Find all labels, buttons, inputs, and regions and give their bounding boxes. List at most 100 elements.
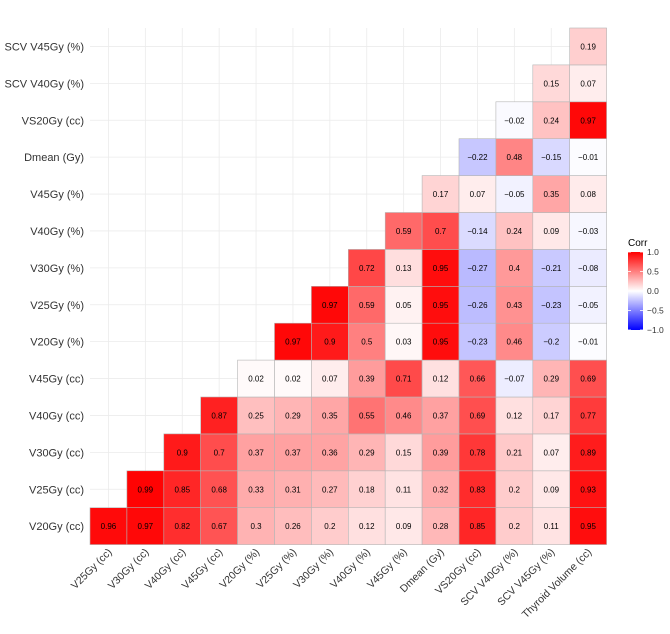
heatmap-cell — [126, 470, 165, 508]
heatmap-cell — [126, 507, 165, 545]
heatmap-cell — [274, 322, 312, 361]
cell-value-label: 0.87 — [211, 411, 227, 420]
cell-value-label: 0.97 — [580, 116, 596, 125]
cell-value-label: 0.2 — [509, 485, 521, 494]
y-tick-label: V20Gy (%) — [30, 337, 84, 349]
cell-value-label: 0.31 — [285, 485, 301, 494]
heatmap-cell — [274, 359, 312, 398]
y-axis-labels: V20Gy (cc) V25Gy (cc) V30Gy (cc) V40Gy (cc)… — [5, 41, 84, 533]
cell-value-label: 0.32 — [433, 485, 449, 494]
cell-value-label: 0.02 — [248, 375, 264, 384]
cell-value-label: 0.35 — [543, 190, 559, 199]
cell-value-label: 0.03 — [396, 338, 412, 347]
cell-value-label: 0.09 — [543, 485, 559, 494]
cell-value-label: 0.37 — [285, 448, 301, 457]
heatmap-cell — [384, 359, 423, 398]
y-tick-label: Dmean (Gy) — [24, 152, 84, 164]
y-tick-label: SCV V40Gy (%) — [5, 78, 84, 90]
heatmap-cell — [532, 359, 570, 398]
heatmap-cell — [421, 396, 460, 435]
cell-value-label: −0.07 — [504, 375, 525, 384]
cell-value-label: 0.27 — [322, 485, 338, 494]
cell-value-label: 0.97 — [322, 301, 338, 310]
cell-value-label: −0.2 — [543, 338, 559, 347]
cell-value-label: 0.07 — [543, 448, 559, 457]
heatmap-cell — [532, 433, 570, 472]
cell-value-label: 0.05 — [396, 301, 412, 310]
cell-value-label: 0.29 — [359, 448, 375, 457]
heatmap-cell — [311, 470, 349, 508]
cell-value-label: 0.33 — [248, 485, 264, 494]
y-tick-label: V20Gy (cc) — [29, 521, 84, 533]
heatmap-cell — [495, 359, 534, 398]
cell-value-label: −0.27 — [467, 264, 488, 273]
legend-colorbar — [628, 252, 643, 330]
cell-value-label: −0.21 — [541, 264, 562, 273]
cell-value-label: 0.93 — [580, 485, 596, 494]
heatmap-cell — [569, 507, 607, 545]
cell-value-label: 0.2 — [324, 522, 336, 531]
cell-value-label: 0.67 — [211, 522, 227, 531]
cell-value-label: 0.7 — [214, 448, 226, 457]
cell-value-label: 0.4 — [509, 264, 521, 273]
cell-value-label: 0.69 — [470, 411, 486, 420]
heatmap-cell — [89, 507, 128, 545]
heatmap-cell — [532, 64, 570, 103]
cell-value-label: 0.59 — [359, 301, 375, 310]
cell-value-label: 0.09 — [396, 522, 412, 531]
heatmap-cell — [384, 433, 423, 472]
cell-value-label: −0.23 — [541, 301, 562, 310]
legend-ticks: 1.0 0.5 0.0 −0.5 −1.0 — [628, 247, 664, 335]
heatmap-cell — [384, 507, 423, 545]
heatmap-cell — [384, 285, 423, 324]
cell-value-label: 0.08 — [580, 190, 596, 199]
cell-value-label: 0.69 — [580, 375, 596, 384]
heatmap-cell — [384, 396, 423, 435]
cell-value-label: −0.03 — [578, 227, 599, 236]
heatmap-cell — [569, 322, 607, 361]
heatmap-cell — [347, 322, 386, 361]
cell-value-label: 0.59 — [396, 227, 412, 236]
heatmap-cell — [458, 138, 497, 176]
cell-value-label: 0.77 — [580, 411, 596, 420]
legend-tick-label: −0.5 — [647, 306, 664, 316]
cell-value-label: 0.78 — [470, 448, 486, 457]
cell-value-label: 0.24 — [507, 227, 523, 236]
cell-value-label: 0.48 — [507, 153, 523, 162]
heatmap-cell — [458, 433, 497, 472]
heatmap-cell — [495, 470, 534, 508]
cell-value-label: 0.83 — [470, 485, 486, 494]
heatmap-cell — [163, 507, 202, 545]
heatmap-cell — [347, 359, 386, 398]
legend-tick-label: 0.0 — [647, 286, 659, 296]
y-tick-label: V40Gy (cc) — [29, 410, 84, 422]
cell-value-label: 0.97 — [285, 338, 301, 347]
y-tick-label: V40Gy (%) — [30, 226, 84, 238]
cell-value-label: 0.37 — [248, 448, 264, 457]
cell-value-label: 0.09 — [543, 227, 559, 236]
heatmap-cell — [347, 507, 386, 545]
cell-value-label: 0.85 — [470, 522, 486, 531]
legend-tick-label: 1.0 — [647, 247, 659, 257]
heatmap-cell — [237, 470, 275, 508]
cell-value-label: 0.28 — [433, 522, 449, 531]
cell-value-label: 0.15 — [543, 79, 559, 88]
cell-value-label: 0.95 — [433, 264, 449, 273]
cell-value-label: 0.72 — [359, 264, 375, 273]
heatmap-cell — [569, 64, 607, 103]
cell-value-label: 0.5 — [361, 338, 373, 347]
cell-value-label: 0.25 — [248, 411, 264, 420]
y-tick-label: V25Gy (%) — [30, 300, 84, 312]
heatmap-cell — [569, 249, 607, 287]
cell-value-label: 0.13 — [396, 264, 412, 273]
heatmap-cell — [569, 470, 607, 508]
y-tick-label: VS20Gy (cc) — [22, 115, 84, 127]
cell-value-label: −0.02 — [504, 116, 525, 125]
heatmap-cell — [458, 249, 497, 287]
heatmap-cell — [458, 285, 497, 324]
cell-value-label: 0.12 — [359, 522, 375, 531]
cell-value-label: 0.9 — [324, 338, 336, 347]
cell-value-label: 0.99 — [138, 485, 154, 494]
heatmap-cell — [569, 138, 607, 176]
